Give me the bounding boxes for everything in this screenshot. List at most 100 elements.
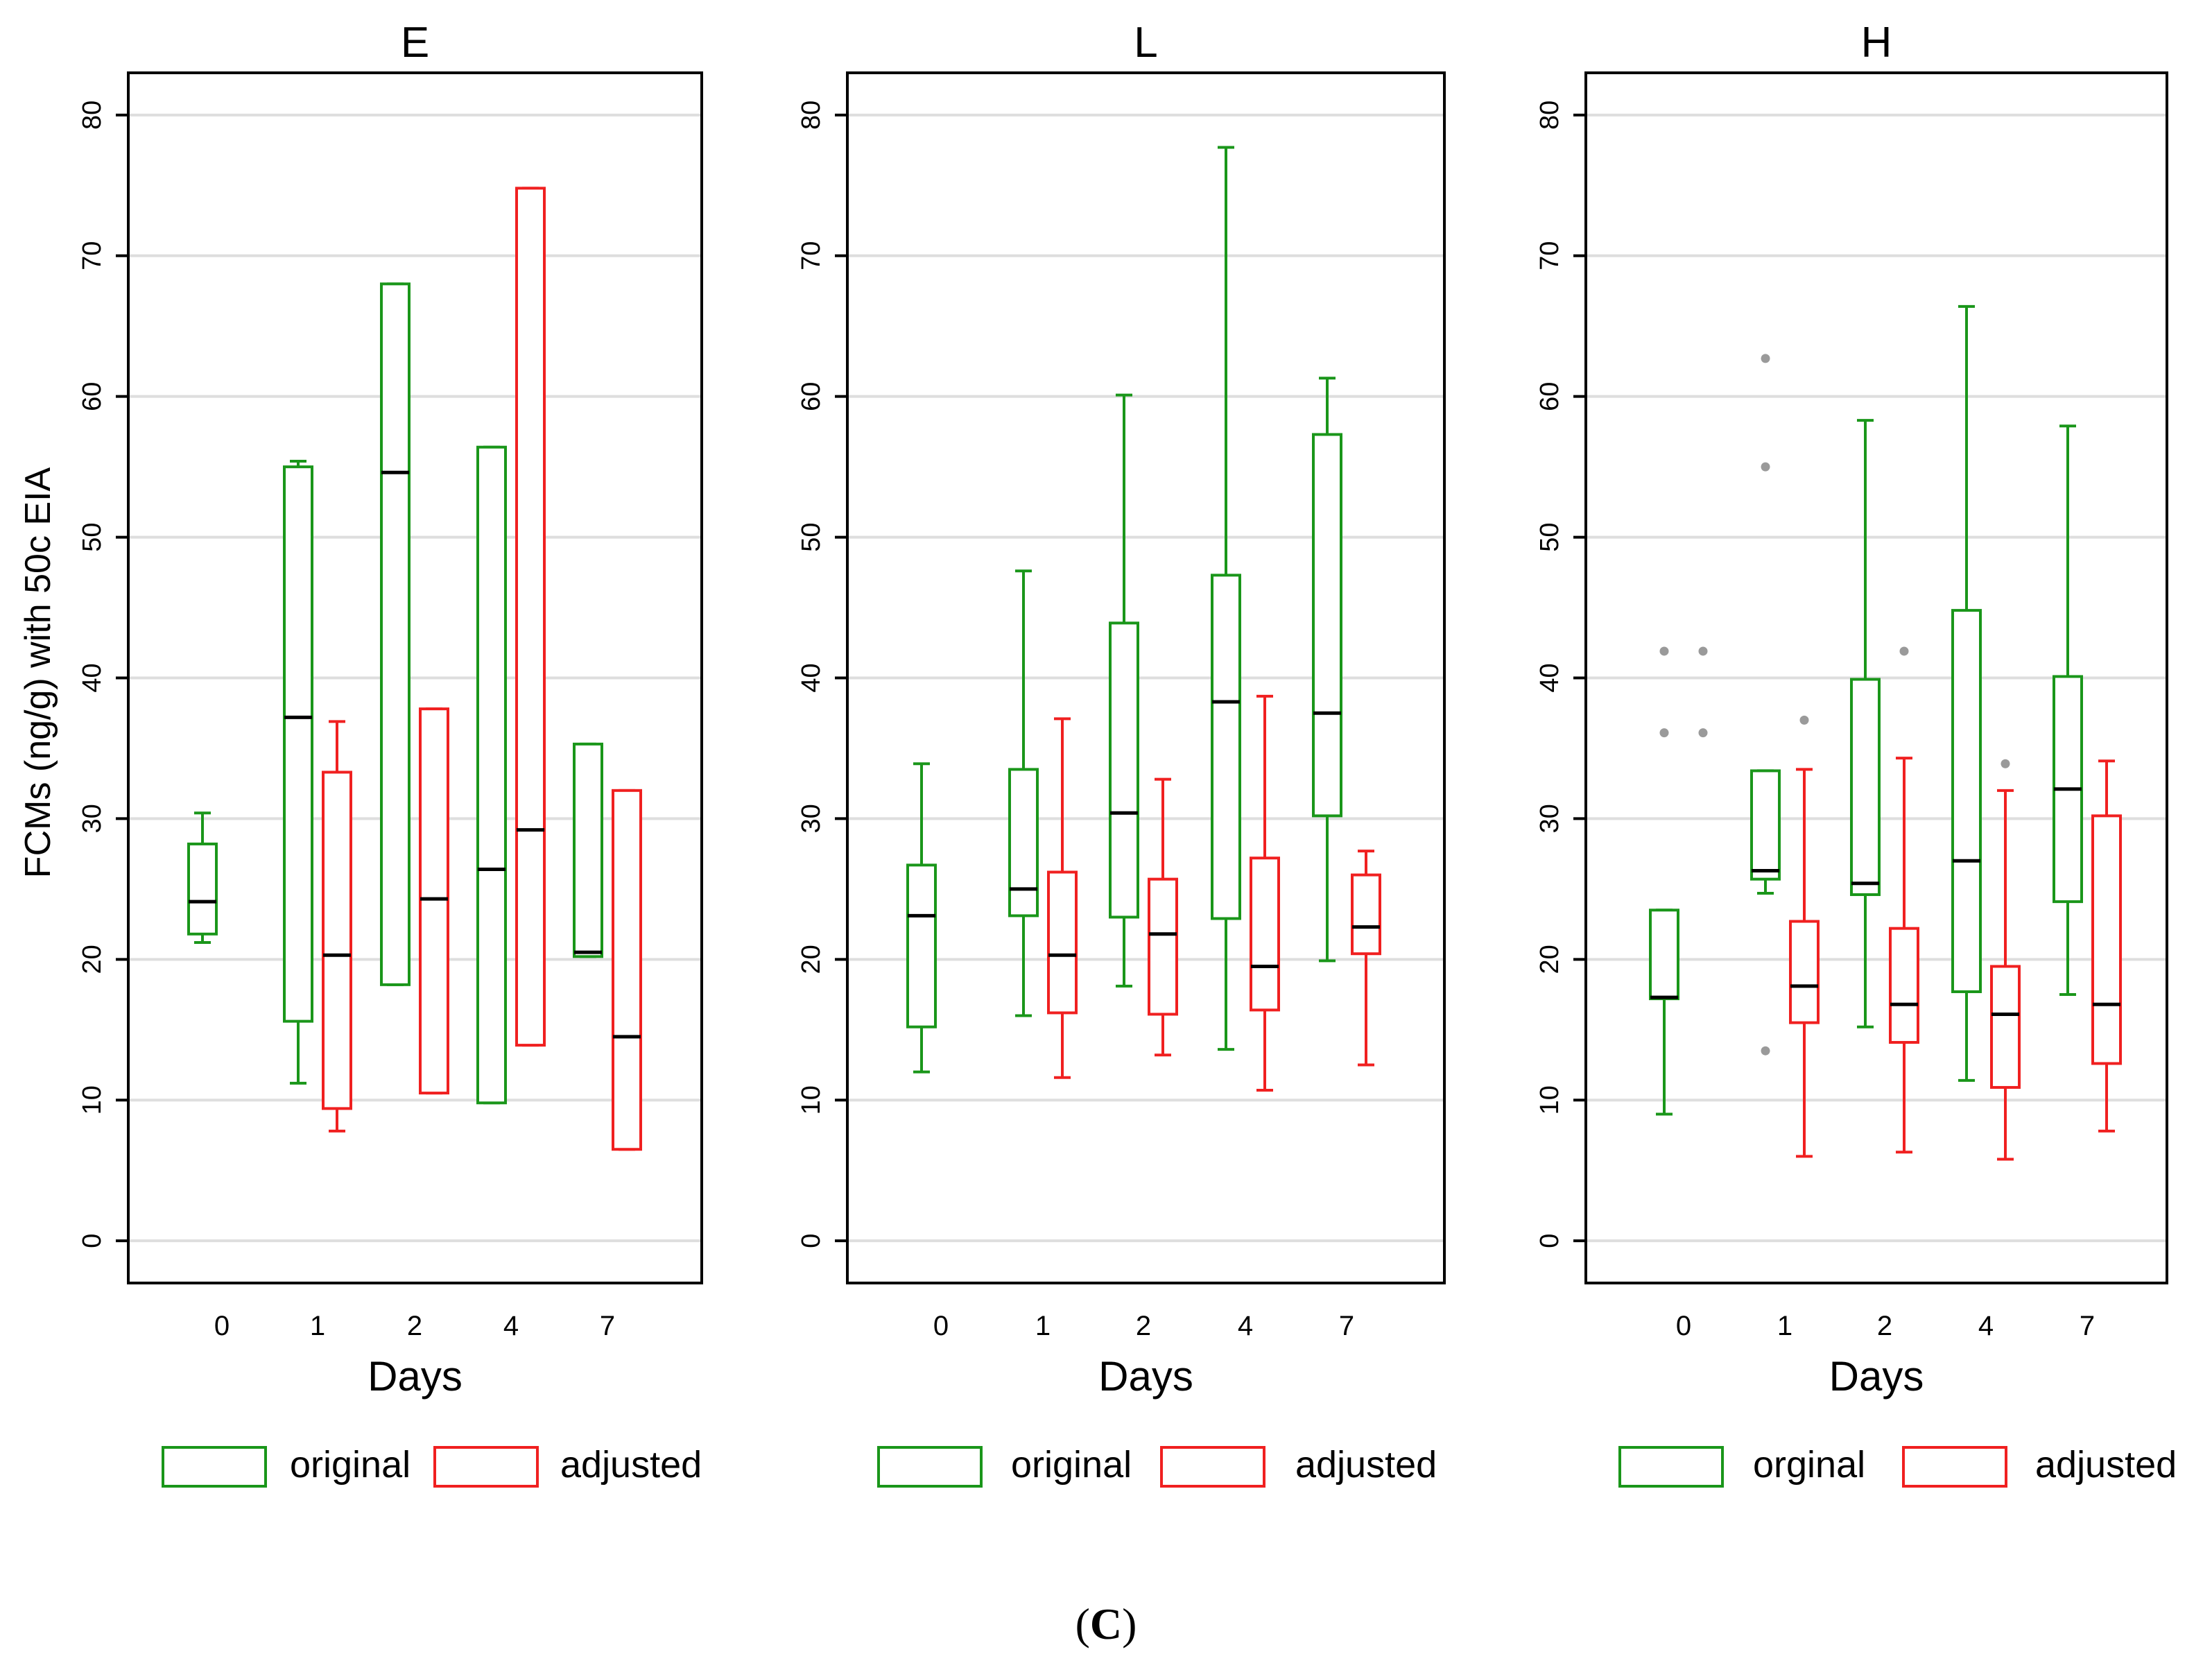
original-box-day-1 xyxy=(1008,569,1039,1017)
x-tick-label: 7 xyxy=(600,1311,615,1341)
adjusted-box-day-7 xyxy=(2091,759,2122,1133)
legend-swatch-original xyxy=(1618,1446,1724,1488)
adjusted-box-day-4 xyxy=(1250,694,1280,1092)
x-tick-label: 2 xyxy=(1877,1311,1892,1341)
legend-label-original: original xyxy=(290,1444,411,1486)
y-tick-label: 50 xyxy=(1535,522,1564,551)
iqr-box xyxy=(476,445,507,1105)
original-box-day-4 xyxy=(476,445,507,1105)
y-tick-label: 20 xyxy=(1535,945,1564,974)
adjusted-box-day-4 xyxy=(1990,789,2021,1161)
original-box-day-2 xyxy=(380,282,411,986)
iqr-box xyxy=(283,465,313,1023)
y-tick-label: 0 xyxy=(78,1234,107,1248)
original-box-day-1 xyxy=(1750,769,1781,895)
x-tick-label: 0 xyxy=(933,1311,949,1341)
adjusted-box-day-1 xyxy=(1047,717,1078,1079)
x-tick-label: 0 xyxy=(214,1311,230,1341)
y-tick-label: 10 xyxy=(78,1085,107,1114)
legend-label-original: original xyxy=(1011,1444,1132,1486)
adjusted-box-day-4 xyxy=(515,187,546,1047)
iqr-box xyxy=(612,789,642,1151)
adjusted-outlier xyxy=(1698,646,1708,656)
original-box-day-4 xyxy=(1951,304,1982,1082)
x-tick-label: 7 xyxy=(1339,1311,1354,1341)
y-tick-label: 80 xyxy=(1535,101,1564,130)
original-outlier xyxy=(1761,1046,1770,1056)
y-tick-label: 10 xyxy=(797,1085,826,1114)
x-tick-label: 1 xyxy=(310,1311,325,1341)
legend-label-adjusted: adjusted xyxy=(1295,1444,1437,1486)
iqr-box xyxy=(1047,870,1078,1015)
y-tick-label: 60 xyxy=(1535,382,1564,411)
iqr-box xyxy=(1850,678,1881,896)
adjusted-outlier xyxy=(1899,646,1909,656)
y-tick-label: 80 xyxy=(797,101,826,130)
iqr-box xyxy=(1211,574,1241,920)
x-axis-label: Days xyxy=(368,1353,463,1400)
iqr-box xyxy=(1649,909,1679,1001)
x-tick-label: 1 xyxy=(1777,1311,1792,1341)
y-tick-label: 40 xyxy=(797,663,826,692)
x-tick-label: 1 xyxy=(1035,1311,1051,1341)
x-tick-label: 2 xyxy=(1136,1311,1151,1341)
legend-label-original: orginal xyxy=(1753,1444,1865,1486)
iqr-box xyxy=(322,771,352,1110)
adjusted-box-day-2 xyxy=(1889,757,1919,1154)
x-tick-label: 2 xyxy=(407,1311,422,1341)
iqr-box xyxy=(419,707,449,1095)
caption-letter: C xyxy=(1089,1599,1123,1649)
adjusted-box-day-2 xyxy=(1148,777,1178,1057)
original-box-day-2 xyxy=(1109,393,1139,988)
y-tick-label: 10 xyxy=(1535,1085,1564,1114)
original-box-day-4 xyxy=(1211,146,1241,1051)
panel-title: L xyxy=(1134,19,1157,67)
legend-swatch-original xyxy=(162,1446,267,1488)
original-outlier xyxy=(1761,354,1770,363)
y-tick-label: 40 xyxy=(78,663,107,692)
original-outlier xyxy=(1659,728,1669,738)
y-tick-label: 20 xyxy=(78,945,107,974)
iqr-box xyxy=(1789,920,1820,1024)
iqr-box xyxy=(2091,814,2122,1065)
adjusted-outlier xyxy=(2001,759,2010,768)
iqr-box xyxy=(573,742,603,958)
y-tick-label: 30 xyxy=(1535,804,1564,833)
adjusted-box-day-7 xyxy=(1351,850,1381,1067)
y-tick-label: 30 xyxy=(797,804,826,833)
y-tick-label: 40 xyxy=(1535,663,1564,692)
y-tick-label: 30 xyxy=(78,804,107,833)
panel-h: 0 10 20 30 40 50 60 70 80 H 0 1 2 4 7 Days orginal adjust… xyxy=(1535,19,2177,1488)
original-box-day-0 xyxy=(187,811,218,944)
legend-swatch-adjusted xyxy=(1902,1446,2007,1488)
y-tick-label: 60 xyxy=(797,382,826,411)
iqr-box xyxy=(1250,856,1280,1012)
iqr-box xyxy=(1312,433,1342,818)
iqr-box xyxy=(1148,877,1178,1016)
x-tick-label: 4 xyxy=(503,1311,519,1341)
legend-swatch-original xyxy=(877,1446,983,1488)
x-tick-label: 7 xyxy=(2080,1311,2095,1341)
iqr-box xyxy=(187,842,218,936)
y-tick-label: 70 xyxy=(78,241,107,270)
adjusted-box-day-2 xyxy=(419,707,449,1095)
original-outlier xyxy=(1761,462,1770,472)
iqr-box xyxy=(380,282,411,986)
iqr-box xyxy=(1750,769,1781,881)
adjusted-outlier xyxy=(1698,728,1708,738)
x-tick-label: 4 xyxy=(1978,1311,1994,1341)
iqr-box xyxy=(1889,927,1919,1044)
panel-l: 0 10 20 30 40 50 60 70 80 L 0 1 2 4 7 Days original adjus… xyxy=(797,19,1446,1488)
y-tick-label: 60 xyxy=(78,382,107,411)
y-tick-label: 0 xyxy=(1535,1234,1564,1248)
y-tick-label: 70 xyxy=(797,241,826,270)
original-outlier xyxy=(1659,646,1669,656)
y-tick-label: 20 xyxy=(797,945,826,974)
adjusted-box-day-1 xyxy=(1789,768,1820,1158)
legend-label-adjusted: adjusted xyxy=(560,1444,702,1486)
iqr-box xyxy=(1109,621,1139,919)
x-axis-label: Days xyxy=(1829,1353,1924,1400)
original-box-day-7 xyxy=(1312,377,1342,963)
y-tick-label: 70 xyxy=(1535,241,1564,270)
